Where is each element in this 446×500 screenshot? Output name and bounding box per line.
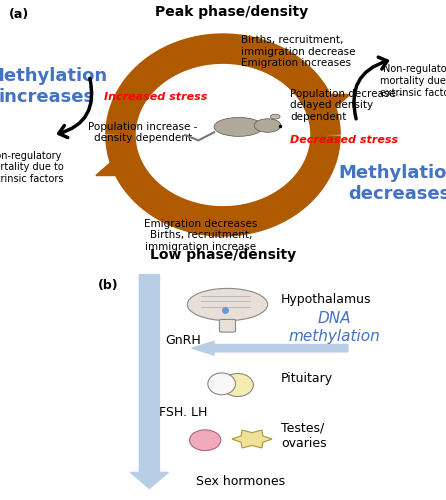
FancyArrowPatch shape [59, 78, 92, 138]
Ellipse shape [222, 374, 253, 396]
Text: Peak phase/density: Peak phase/density [155, 6, 309, 20]
Polygon shape [232, 430, 272, 448]
Text: Sex hormones: Sex hormones [196, 475, 285, 488]
Text: Population decrease -
delayed density
dependent: Population decrease - delayed density de… [290, 88, 403, 122]
FancyArrow shape [192, 342, 348, 355]
Text: GnRH: GnRH [165, 334, 201, 346]
Ellipse shape [254, 119, 281, 132]
Text: Methylation
decreases: Methylation decreases [339, 164, 446, 203]
Ellipse shape [214, 118, 263, 137]
Polygon shape [301, 94, 350, 116]
Polygon shape [96, 154, 145, 176]
Text: Non-regulatory
mortality due to
extrinsic factors: Non-regulatory mortality due to extrinsi… [380, 64, 446, 98]
Text: Decreased stress: Decreased stress [290, 136, 398, 145]
Text: Births, recruitment,
immigration decrease
Emigration increases: Births, recruitment, immigration decreas… [241, 35, 355, 68]
Text: Non-regulatory
mortality due to
extrinsic factors: Non-regulatory mortality due to extrinsi… [0, 151, 64, 184]
FancyArrowPatch shape [354, 57, 387, 119]
Text: Population increase -
density dependent: Population increase - density dependent [88, 122, 198, 143]
Ellipse shape [187, 288, 268, 320]
Text: (a): (a) [9, 8, 29, 21]
FancyArrow shape [131, 274, 169, 488]
Text: FSH. LH: FSH. LH [159, 406, 207, 419]
Ellipse shape [190, 430, 221, 450]
FancyBboxPatch shape [219, 320, 235, 332]
Ellipse shape [208, 373, 235, 395]
Text: Emigration decreases
Births, recruitment,
immigration increase: Emigration decreases Births, recruitment… [144, 218, 257, 252]
Text: Increased stress: Increased stress [104, 92, 208, 102]
Ellipse shape [270, 114, 280, 119]
Text: Methylation
increases: Methylation increases [0, 67, 107, 106]
Text: Hypothalamus: Hypothalamus [281, 294, 372, 306]
Text: Testes/
ovaries: Testes/ ovaries [281, 422, 326, 450]
Text: (b): (b) [98, 279, 119, 292]
Text: Low phase/density: Low phase/density [150, 248, 296, 262]
Text: DNA
methylation: DNA methylation [289, 312, 380, 344]
Text: Pituitary: Pituitary [281, 372, 333, 384]
